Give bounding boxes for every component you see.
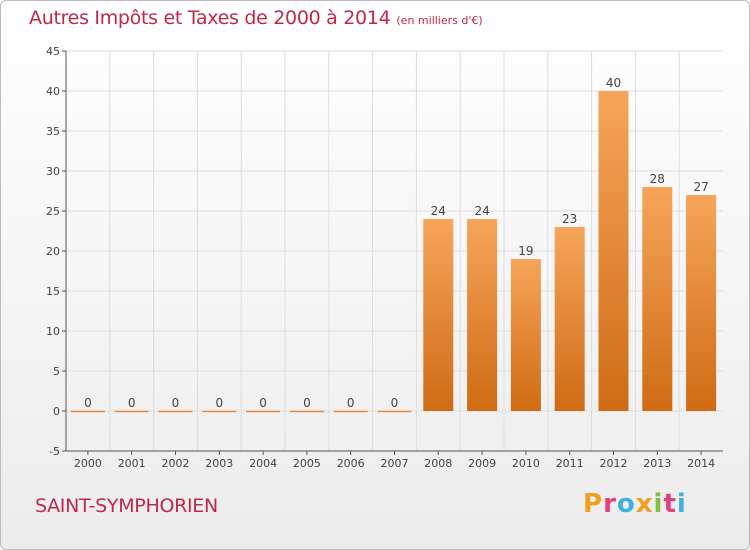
logo-letter: t	[663, 489, 677, 519]
y-tick-label: 35	[46, 125, 60, 138]
data-label: 0	[347, 396, 355, 410]
data-label: 0	[128, 396, 136, 410]
x-tick-label: 2003	[205, 457, 233, 470]
data-label: 0	[391, 396, 399, 410]
chart-title-text: Autres Impôts et Taxes de 2000 à 2014	[29, 7, 391, 29]
chart-unit: (en milliers d'€)	[396, 14, 483, 27]
data-label: 23	[562, 212, 577, 226]
bar	[554, 227, 585, 411]
data-label: 40	[606, 76, 621, 90]
x-tick-label: 2006	[337, 457, 365, 470]
logo-letter: i	[653, 489, 664, 519]
y-tick-label: 10	[46, 325, 60, 338]
logo-letter: r	[603, 489, 617, 519]
x-tick-label: 2012	[600, 457, 628, 470]
town-name: SAINT-SYMPHORIEN	[35, 495, 218, 517]
data-labels: 0 0 0 0 0 0 0 0 24 24 19 23 40 28 27	[84, 76, 709, 410]
bar	[642, 187, 673, 411]
y-tick-label: 30	[46, 165, 60, 178]
y-tick-label: 5	[53, 365, 60, 378]
data-label: 19	[518, 244, 533, 258]
logo-letter: o	[616, 489, 636, 519]
logo-letter: x	[635, 489, 654, 519]
proxiti-logo[interactable]: Proxiti	[583, 489, 687, 519]
data-label: 24	[474, 204, 489, 218]
data-label: 0	[215, 396, 223, 410]
bar	[510, 259, 541, 411]
axes: -5 0 5 10 15 20 25 30 35 40 45 2000 2001 2002 2003 2004…	[46, 45, 723, 470]
x-tick-label: 2010	[512, 457, 540, 470]
x-tick-label: 2002	[162, 457, 190, 470]
data-label: 0	[172, 396, 180, 410]
logo-letter: i	[676, 489, 687, 519]
x-tick-label: 2001	[118, 457, 146, 470]
y-tick-label: 0	[53, 405, 60, 418]
y-tick-label: 20	[46, 245, 60, 258]
data-label: 0	[259, 396, 267, 410]
data-label: 24	[431, 204, 446, 218]
y-tick-label: 40	[46, 85, 60, 98]
y-tick-label: -5	[49, 445, 60, 458]
bar	[423, 219, 454, 411]
bars	[70, 91, 717, 413]
data-label: 27	[693, 180, 708, 194]
y-tick-label: 25	[46, 205, 60, 218]
x-tick-label: 2007	[381, 457, 409, 470]
x-tick-label: 2004	[249, 457, 277, 470]
x-tick-label: 2000	[74, 457, 102, 470]
y-tick-label: 45	[46, 45, 60, 58]
bar	[686, 195, 717, 411]
data-label: 28	[650, 172, 665, 186]
bar	[467, 219, 498, 411]
x-tick-label: 2005	[293, 457, 321, 470]
chart-title: Autres Impôts et Taxes de 2000 à 2014 (en…	[29, 7, 483, 29]
x-tick-label: 2009	[468, 457, 496, 470]
x-tick-label: 2014	[687, 457, 715, 470]
data-label: 0	[303, 396, 311, 410]
bar	[598, 91, 629, 411]
x-tick-label: 2008	[424, 457, 452, 470]
data-label: 0	[84, 396, 92, 410]
x-tick-label: 2013	[643, 457, 671, 470]
y-tick-label: 15	[46, 285, 60, 298]
logo-letter: P	[583, 489, 604, 519]
x-tick-label: 2011	[556, 457, 584, 470]
